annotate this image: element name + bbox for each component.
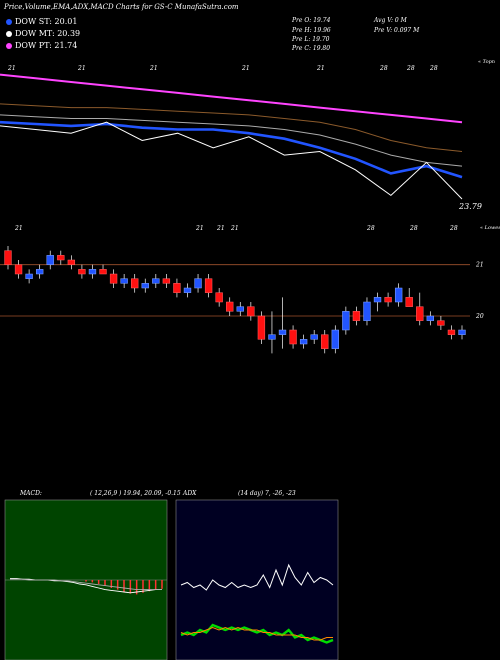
candle-body: [437, 320, 445, 326]
ema-tick-label: 28: [379, 65, 388, 72]
candle-body: [257, 315, 266, 340]
ema-panel: 21 21 21 21 21 28 28 28 « Topn 23.79: [0, 59, 495, 211]
candle-body: [99, 269, 107, 275]
candle-body: [373, 297, 382, 303]
ema-tick-label: 21: [241, 65, 250, 72]
legend-swatch-pt: [6, 42, 12, 49]
candle-body: [321, 334, 329, 349]
candle-body: [131, 278, 139, 289]
legend-item-dow-mt: DOW MT: 20.39: [6, 29, 80, 38]
ema-series-line: [0, 103, 463, 152]
stat-close: Pre C: 19.80: [292, 45, 331, 52]
ema-series-line: [0, 120, 463, 179]
price-tick-label: 21: [195, 225, 204, 232]
candle-body: [458, 329, 466, 335]
ema-series-line: [0, 121, 463, 200]
candle-body: [152, 278, 160, 284]
legend-label-st: DOW ST: 20.01: [15, 17, 78, 26]
price-y-tick: 21: [475, 262, 484, 269]
price-tick-label: 21: [230, 225, 239, 232]
price-tick-label: 21: [216, 225, 225, 232]
candle-body: [173, 283, 181, 293]
macd-signal-line: [10, 578, 162, 591]
ema-last-value: 23.79: [458, 202, 482, 211]
price-corner-label: « Lowest: [480, 225, 500, 231]
price-tick-label: 28: [449, 225, 458, 232]
candle-body: [25, 273, 33, 279]
ema-series-line: [0, 114, 463, 167]
price-y-tick: 20: [475, 313, 484, 320]
candle-body: [215, 292, 223, 303]
legend-item-dow-st: DOW ST: 20.01: [6, 17, 77, 26]
candle-body: [447, 329, 456, 335]
chart-title: Price,Volume,EMA,ADX,MACD Charts for GS-…: [4, 3, 239, 11]
candle-body: [289, 329, 297, 345]
ema-tick-label: 21: [77, 65, 86, 72]
candle-body: [35, 269, 44, 275]
candle-body: [183, 287, 192, 293]
macd-params: ( 12,26,9 ) 19.94, 20.09, -0.15: [90, 490, 181, 497]
candle-body: [278, 329, 287, 335]
candle-body: [194, 278, 202, 289]
candle-body: [78, 269, 86, 275]
ema-series-line: [0, 73, 463, 124]
adx-series-line: [180, 563, 334, 591]
candle-body: [331, 329, 339, 349]
candle-body: [363, 301, 371, 321]
ema-tick-label: 21: [7, 65, 16, 72]
candle-body: [141, 283, 149, 289]
candle-body: [416, 306, 424, 321]
candle-body: [247, 306, 255, 317]
adx-label: ADX: [183, 490, 197, 497]
legend-item-dow-pt: DOW PT: 21.74: [6, 41, 77, 50]
ema-tick-label: 21: [149, 65, 158, 72]
price-panel: 21 21 21 21 28 28 28 « Lowest 21 20: [0, 225, 500, 354]
ema-tick-label: 28: [429, 65, 438, 72]
candle-body: [268, 334, 276, 340]
macd-label: MACD:: [20, 490, 42, 497]
candle-body: [14, 264, 23, 275]
legend-swatch-mt: [6, 30, 12, 37]
stat-avg-volume: Avg V: 0 M: [374, 17, 407, 24]
candle-body: [426, 315, 435, 321]
candle-body: [67, 259, 76, 265]
candle-body: [405, 297, 413, 307]
candle-body: [109, 273, 118, 284]
candle-body: [226, 301, 234, 312]
legend-label-mt: DOW MT: 20.39: [15, 29, 81, 38]
candle-body: [46, 255, 54, 265]
candle-body: [236, 306, 244, 312]
candle-body: [57, 255, 65, 261]
ema-tick-label: 21: [316, 65, 325, 72]
adx-background: [175, 499, 339, 660]
stat-high: Pre H: 19.96: [292, 27, 331, 34]
stat-low: Pre L: 19.70: [292, 36, 330, 43]
stat-open: Pre O: 19.74: [292, 17, 331, 24]
candle-body: [204, 278, 213, 293]
price-tick-label: 28: [366, 225, 375, 232]
adx-params: (14 day) 7, -26, -23: [238, 490, 296, 497]
candle-body: [352, 311, 361, 321]
candle-body: [4, 250, 12, 265]
candle-body: [394, 287, 403, 303]
candle-body: [120, 278, 128, 284]
macd-panel: [4, 499, 168, 660]
ema-tick-label: 28: [406, 65, 415, 72]
price-tick-label: 21: [14, 225, 23, 232]
candle-body: [342, 311, 350, 331]
price-tick-label: 28: [409, 225, 418, 232]
candle-body: [384, 297, 392, 303]
adx-series-line: [180, 626, 333, 641]
legend-swatch-st: [6, 18, 12, 25]
adx-panel: [175, 499, 339, 660]
candle-body: [162, 278, 171, 284]
candle-body: [310, 334, 318, 340]
adx-series-line: [180, 623, 334, 644]
stat-pre-volume: Pre V: 0.097 M: [374, 27, 420, 34]
candle-body: [88, 269, 97, 275]
legend-label-pt: DOW PT: 21.74: [15, 41, 78, 50]
candle-body: [299, 339, 308, 345]
ema-corner-label: « Topn: [478, 59, 495, 65]
